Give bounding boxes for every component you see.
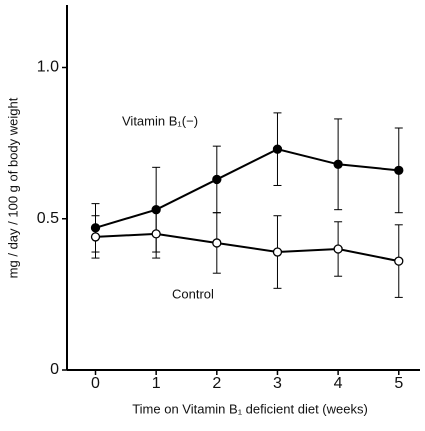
series-label: Vitamin B₁(−) (122, 113, 198, 128)
x-tick-label: 4 (334, 375, 343, 392)
data-point (90, 232, 101, 242)
series-label: Control (172, 286, 214, 301)
data-point (394, 165, 404, 176)
data-point (212, 238, 222, 248)
x-tick-label: 3 (273, 375, 282, 392)
series-line (95, 148, 399, 229)
y-tick-label: 0 (50, 361, 59, 378)
x-tick-label: 2 (212, 375, 221, 392)
data-point (212, 174, 222, 185)
data-point (272, 247, 283, 257)
series-line (95, 232, 399, 263)
y-tick-label: 0.5 (37, 210, 59, 227)
data-point (333, 159, 343, 169)
y-tick-label: 1.0 (37, 59, 59, 76)
x-tick-label: 5 (394, 375, 403, 392)
x-axis-label: Time on Vitamin B₁ deficient diet (weeks… (132, 401, 368, 416)
data-point (151, 229, 161, 239)
x-tick-label: 1 (152, 375, 161, 392)
data-point (333, 244, 343, 254)
data-point (272, 144, 283, 154)
y-axis-label: mg / day / 100 g of body weight (5, 97, 20, 278)
data-point (394, 256, 404, 266)
x-tick-label: 0 (91, 375, 100, 392)
